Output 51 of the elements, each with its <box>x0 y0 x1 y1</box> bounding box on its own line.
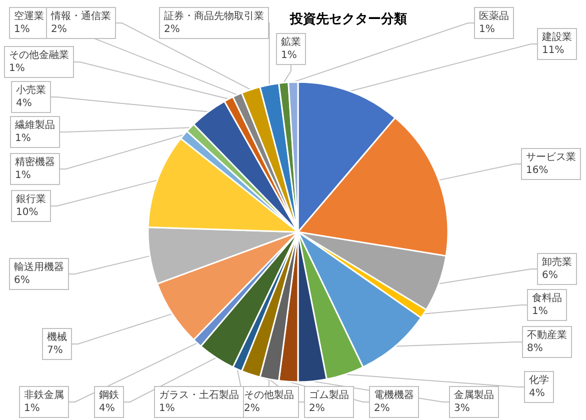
slice-label: 金属製品 <box>454 389 494 401</box>
data-label: 1% <box>15 170 31 181</box>
slice-label: 精密機器 <box>15 156 55 168</box>
data-label: 4% <box>99 403 115 414</box>
slice-label: その他金融業 <box>9 49 69 61</box>
data-label: 1% <box>15 133 31 144</box>
slice-label: 不動産業 <box>527 329 567 341</box>
data-label: 7% <box>47 345 63 356</box>
slice-label: 証券・商品先物取引業 <box>164 10 264 22</box>
slice-label: ガラス・土石製品 <box>159 389 239 401</box>
slice-label: 情報・通信業 <box>50 10 111 22</box>
slice-label: 化学 <box>529 374 549 386</box>
data-label: 11% <box>542 45 564 56</box>
slice-label: 卸売業 <box>542 256 572 268</box>
slice-label: 非鉄金属 <box>24 389 64 401</box>
data-label: 2% <box>244 403 260 414</box>
data-label: 4% <box>16 98 32 109</box>
slice-label: 電機機器 <box>374 389 414 401</box>
data-label: 1% <box>281 50 297 61</box>
data-label: 2% <box>51 24 67 35</box>
data-label: 1% <box>479 24 495 35</box>
slice-label: 空運業 <box>14 10 44 22</box>
data-label: 1% <box>9 63 25 74</box>
data-label: 1% <box>159 403 175 414</box>
data-label: 10% <box>16 207 38 218</box>
slice-label: 輸送用機器 <box>14 261 64 273</box>
data-label: 2% <box>164 24 180 35</box>
slice-label: 銀行業 <box>16 193 46 205</box>
data-label: 1% <box>24 403 40 414</box>
data-label: 1% <box>14 24 30 35</box>
slice-label: 建設業 <box>541 31 572 43</box>
data-label: 6% <box>14 275 30 286</box>
data-label: 8% <box>527 343 543 354</box>
data-label: 2% <box>374 403 390 414</box>
data-label: 3% <box>454 403 470 414</box>
slice-label: 医薬品 <box>479 10 509 22</box>
data-label: 2% <box>309 403 325 414</box>
slice-label: ゴム製品 <box>309 389 349 401</box>
data-label: 4% <box>529 388 545 399</box>
slice-label: 機械 <box>47 331 67 343</box>
slice-label: 食料品 <box>532 292 562 304</box>
slice-label: 鋼鉄 <box>99 389 119 401</box>
slice-label: サービス業 <box>526 151 576 163</box>
chart-title: 投資先セクター分類 <box>289 12 407 27</box>
slice-label: 小売業 <box>16 84 46 96</box>
slice-label: 鉱業 <box>281 36 301 48</box>
data-label: 6% <box>542 270 558 281</box>
slice-label: 繊維製品 <box>14 119 55 131</box>
data-label: 16% <box>526 165 548 176</box>
slice-label: その他製品 <box>244 389 294 401</box>
data-label: 1% <box>532 306 548 317</box>
